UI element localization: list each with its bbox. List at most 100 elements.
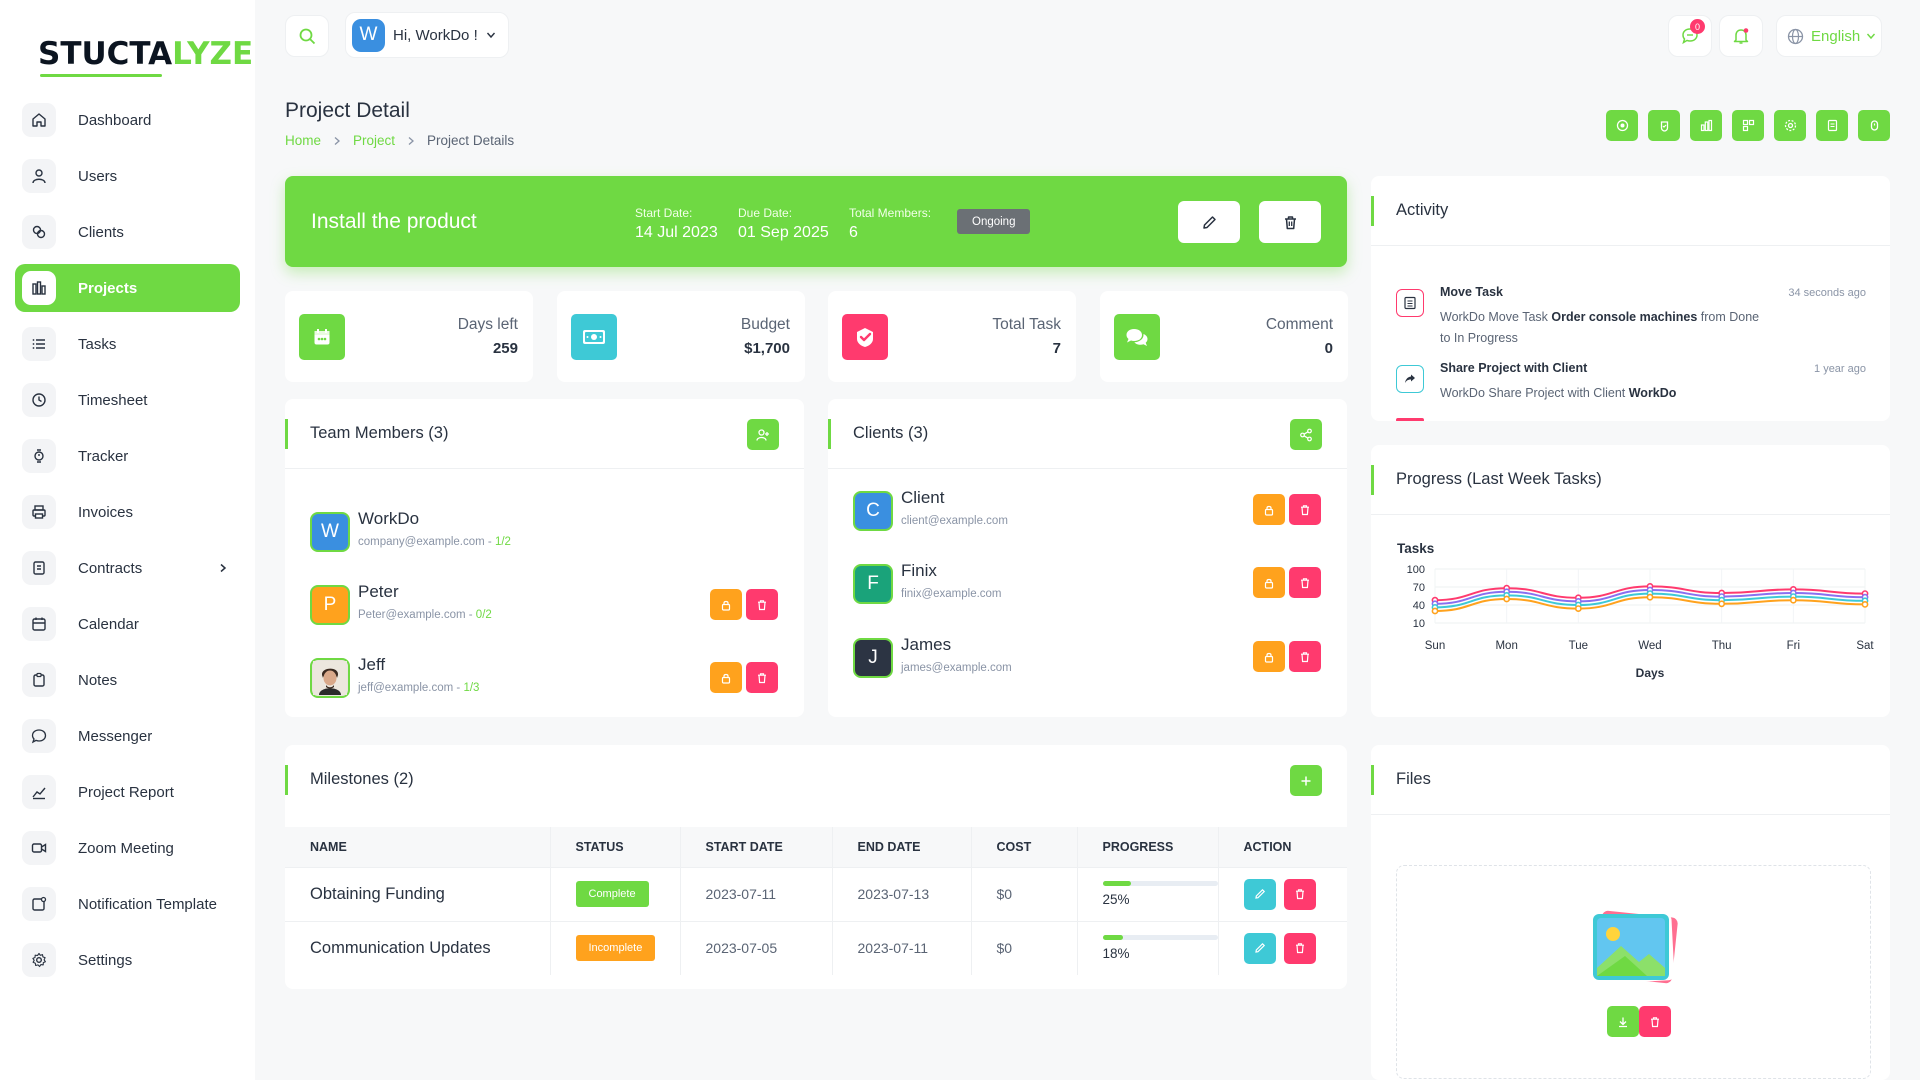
sidebar-item-zoom-meeting[interactable]: Zoom Meeting [15, 824, 240, 872]
share-client-button[interactable] [1290, 419, 1322, 450]
member-permission-button[interactable] [710, 662, 742, 693]
language-selector[interactable]: English [1776, 15, 1882, 57]
gantt-chart-button[interactable] [1690, 110, 1722, 141]
timesheet-button[interactable] [1858, 110, 1890, 141]
column-header[interactable]: END DATE [832, 827, 972, 867]
sidebar-item-calendar[interactable]: Calendar [15, 600, 240, 648]
sidebar-item-timesheet[interactable]: Timesheet [15, 376, 240, 424]
messages-button[interactable]: 0 [1668, 15, 1712, 57]
stat-card-budget: Budget $1,700 [557, 291, 805, 382]
sidebar-item-contracts[interactable]: Contracts [15, 544, 240, 592]
milestone-name[interactable]: Communication Updates [285, 920, 551, 975]
stat-value: $1,700 [744, 340, 790, 357]
chart-point [1646, 593, 1654, 601]
download-icon [1617, 1016, 1629, 1028]
milestone-name[interactable]: Obtaining Funding [285, 866, 551, 921]
sidebar-item-notes[interactable]: Notes [15, 656, 240, 704]
view-button[interactable] [1606, 110, 1638, 141]
client-permission-button[interactable] [1253, 641, 1285, 672]
sidebar-item-invoices[interactable]: Invoices [15, 488, 240, 536]
trash-icon [1299, 504, 1311, 516]
chart-y-tick-label: 70 [1413, 582, 1425, 594]
sidebar-item-dashboard[interactable]: Dashboard [15, 96, 240, 144]
client-name[interactable]: Finix [901, 561, 937, 580]
sidebar-item-clients[interactable]: Clients [15, 208, 240, 256]
column-header[interactable]: COST [971, 827, 1078, 867]
breadcrumb-home[interactable]: Home [285, 133, 322, 148]
client-permission-button[interactable] [1253, 567, 1285, 598]
sidebar-item-project-report[interactable]: Project Report [15, 768, 240, 816]
delete-milestone-button[interactable] [1283, 932, 1316, 964]
start-date-label: Start Date: [635, 206, 693, 220]
member-delete-button[interactable] [746, 662, 778, 693]
document-button[interactable] [1816, 110, 1848, 141]
sidebar-item-messenger[interactable]: Messenger [15, 712, 240, 760]
team-member-row: P Peter Peter@example.com - 0/2 [310, 582, 810, 632]
edit-project-button[interactable] [1178, 201, 1240, 243]
member-name[interactable]: Jeff [358, 655, 386, 674]
delete-file-button[interactable] [1639, 1006, 1671, 1037]
client-delete-button[interactable] [1289, 567, 1321, 598]
card-header: Activity [1371, 176, 1890, 246]
trash-icon [1299, 651, 1311, 663]
add-member-button[interactable] [747, 419, 779, 450]
project-settings-button[interactable] [1774, 110, 1806, 141]
member-delete-button[interactable] [746, 589, 778, 620]
sidebar-item-notification-template[interactable]: Notification Template [15, 880, 240, 928]
client-name[interactable]: James [901, 635, 952, 654]
bug-report-button[interactable] [1648, 110, 1680, 141]
edit-milestone-button[interactable] [1243, 932, 1276, 964]
sidebar-item-tracker[interactable]: Tracker [15, 432, 240, 480]
sidebar-item-users[interactable]: Users [15, 152, 240, 200]
member-name[interactable]: WorkDo [358, 509, 420, 528]
task-board-button[interactable] [1732, 110, 1764, 141]
member-name[interactable]: Peter [358, 582, 399, 601]
member-permission-button[interactable] [710, 589, 742, 620]
user-menu[interactable]: W Hi, WorkDo ! [345, 12, 509, 58]
due-date-label: Due Date: [738, 206, 793, 220]
notifications-button[interactable] [1719, 15, 1763, 57]
sidebar-item-projects[interactable]: Projects [15, 264, 240, 312]
column-header[interactable]: START DATE [680, 827, 833, 867]
card-title: Activity [1396, 201, 1449, 219]
download-button[interactable] [1607, 1006, 1639, 1037]
trash-icon [1299, 577, 1311, 589]
chart-x-tick-label: Sun [1425, 640, 1445, 652]
sidebar-item-label: Settings [78, 951, 133, 969]
edit-milestone-button[interactable] [1243, 878, 1276, 910]
progress-bar [1102, 881, 1218, 886]
delete-project-button[interactable] [1259, 201, 1321, 243]
stat-label: Comment [1265, 316, 1333, 333]
share-icon [1299, 428, 1313, 442]
column-header[interactable]: STATUS [550, 827, 681, 867]
sidebar-item-tasks[interactable]: Tasks [15, 320, 240, 368]
brand-logo[interactable]: STUCTALYZE [38, 36, 254, 72]
milestones-card: Milestones (2) NAME STATUS START DATE EN… [285, 745, 1347, 989]
add-milestone-button[interactable] [1290, 765, 1322, 796]
column-header[interactable]: PROGRESS [1077, 827, 1219, 867]
client-delete-button[interactable] [1289, 494, 1321, 525]
client-delete-button[interactable] [1289, 641, 1321, 672]
client-permission-button[interactable] [1253, 494, 1285, 525]
delete-milestone-button[interactable] [1283, 878, 1316, 910]
file-drop-zone[interactable] [1396, 865, 1871, 1079]
chart-point [1574, 605, 1582, 612]
chevron-down-icon [1866, 31, 1876, 41]
sidebar-item-label: Tracker [78, 447, 129, 465]
milestone-start-date: 2023-07-11 [680, 866, 833, 921]
card-title: Milestones (2) [310, 770, 414, 788]
breadcrumb-project[interactable]: Project [353, 133, 396, 148]
milestone-progress-cell: 18% [1077, 920, 1219, 975]
status-badge: Incomplete [575, 935, 656, 962]
search-button[interactable] [285, 15, 329, 57]
milestone-cost: $0 [971, 920, 1078, 975]
sidebar-item-settings[interactable]: Settings [15, 936, 240, 984]
chevron-right-icon[interactable] [218, 563, 228, 573]
milestone-end-date: 2023-07-11 [832, 920, 972, 975]
progress-value: 25% [1102, 892, 1130, 907]
progress-value: 18% [1102, 946, 1130, 962]
client-name[interactable]: Client [901, 488, 945, 507]
document-icon [1826, 119, 1839, 132]
column-header[interactable]: NAME [285, 827, 551, 867]
page-title: Project Detail [285, 99, 410, 122]
